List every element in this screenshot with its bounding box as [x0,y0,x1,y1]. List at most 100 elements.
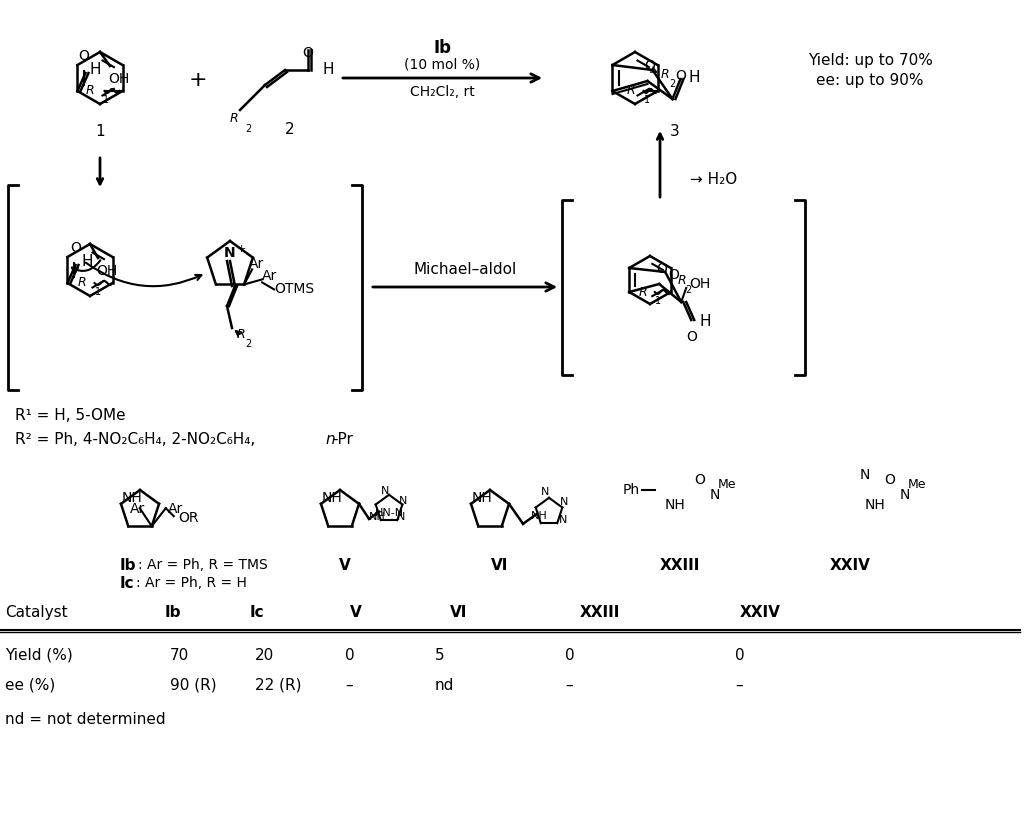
Text: NH: NH [530,511,548,521]
Text: H: H [699,314,711,330]
Text: Ar: Ar [130,502,145,516]
Text: H: H [688,69,700,85]
Text: O: O [644,59,655,73]
Text: –: – [345,677,352,693]
Text: Ar: Ar [262,269,278,283]
Text: 0: 0 [565,647,574,663]
Text: Ar: Ar [249,257,264,271]
Text: Ar: Ar [168,502,183,516]
Text: Catalyst: Catalyst [5,605,68,620]
Text: R: R [229,112,238,125]
Text: XXIV: XXIV [829,558,870,572]
Text: VI: VI [450,605,467,620]
Text: +: + [188,70,207,90]
Text: R: R [677,274,686,287]
Text: Ib: Ib [120,558,136,572]
Text: H: H [82,253,93,269]
Text: –: – [565,677,572,693]
Text: 2: 2 [685,285,691,295]
Text: R: R [237,327,246,340]
Text: OH: OH [96,264,118,278]
Text: Ib: Ib [433,39,452,57]
Text: 0: 0 [735,647,744,663]
Text: 1: 1 [643,95,649,105]
Text: +: + [237,244,247,254]
Text: NH: NH [322,491,342,505]
Text: NH: NH [122,491,142,505]
Text: O: O [675,69,686,83]
Text: XXIV: XXIV [740,605,781,620]
Text: O: O [302,46,313,60]
Text: O: O [655,262,667,276]
Text: OH: OH [689,277,711,291]
Text: Yield: up to 70%: Yield: up to 70% [808,52,933,68]
Text: O: O [78,49,89,63]
Text: Ic: Ic [120,575,134,590]
Text: 2: 2 [286,122,295,137]
Text: Me: Me [718,479,736,492]
Text: 2: 2 [670,79,676,89]
Text: O: O [70,241,81,255]
Text: –: – [735,677,742,693]
Text: CH₂Cl₂, rt: CH₂Cl₂, rt [411,85,475,99]
Text: H: H [322,63,334,77]
Text: OR: OR [178,511,199,525]
Text: 1: 1 [94,287,100,297]
Text: NH: NH [864,498,886,512]
Text: 22 (R): 22 (R) [255,677,301,693]
Text: 1: 1 [95,124,104,139]
Text: 70: 70 [170,647,189,663]
Text: N: N [541,487,549,497]
Text: 3: 3 [670,124,680,139]
Text: NH: NH [665,498,685,512]
Text: H: H [89,62,101,77]
Text: 90 (R): 90 (R) [170,677,217,693]
Text: Ic: Ic [250,605,264,620]
Text: → H₂O: → H₂O [690,173,737,187]
Text: O: O [668,268,679,282]
Text: : Ar = Ph, R = TMS: : Ar = Ph, R = TMS [138,558,267,572]
Text: -Pr: -Pr [332,432,353,448]
Text: Ib: Ib [165,605,181,620]
Text: R: R [660,68,669,81]
Text: N: N [560,497,568,507]
Text: V: V [350,605,361,620]
Text: O: O [686,330,696,344]
Text: R² = Ph, 4-NO₂C₆H₄, 2-NO₂C₆H₄,: R² = Ph, 4-NO₂C₆H₄, 2-NO₂C₆H₄, [15,432,260,448]
Text: N: N [381,486,389,496]
Text: n: n [325,432,335,448]
Text: Me: Me [908,479,927,492]
Text: nd: nd [435,677,455,693]
Text: nd = not determined: nd = not determined [5,712,166,728]
Text: R: R [638,286,647,299]
Text: 2: 2 [245,124,251,134]
Text: N: N [900,488,910,502]
Text: NH: NH [472,491,493,505]
Text: N: N [559,514,567,525]
Text: NH: NH [369,512,385,522]
Text: 2: 2 [245,339,251,349]
Text: N: N [860,468,870,482]
Text: XXIII: XXIII [580,605,621,620]
Text: Yield (%): Yield (%) [5,647,73,663]
Text: Ph: Ph [623,483,640,497]
Text: 1: 1 [102,95,109,105]
Text: 20: 20 [255,647,274,663]
Text: N: N [224,246,236,260]
Text: HN-N: HN-N [375,508,403,518]
Text: V: V [339,558,351,572]
Text: Michael–aldol: Michael–aldol [414,262,517,278]
Text: (10 mol %): (10 mol %) [404,57,480,71]
Text: 0: 0 [345,647,354,663]
Text: XXIII: XXIII [659,558,700,572]
Text: 1: 1 [654,296,660,306]
Text: N: N [710,488,720,502]
Text: O: O [694,473,706,487]
Text: VI: VI [492,558,509,572]
Text: ee: up to 90%: ee: up to 90% [816,72,924,87]
Text: ee (%): ee (%) [5,677,55,693]
Text: O: O [885,473,895,487]
Text: OH: OH [108,72,129,86]
Text: R¹ = H, 5-OMe: R¹ = H, 5-OMe [15,408,126,422]
Text: : Ar = Ph, R = H: : Ar = Ph, R = H [136,576,247,590]
